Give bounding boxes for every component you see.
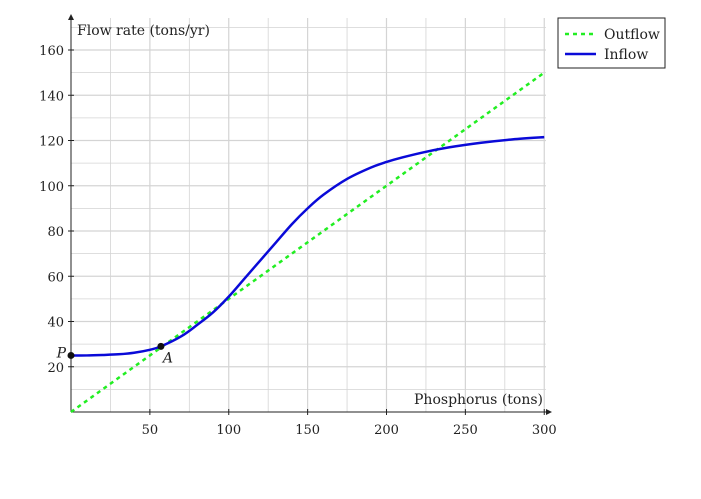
x-axis-arrow <box>546 409 552 415</box>
point-p <box>67 351 75 359</box>
y-tick-label: 60 <box>47 270 64 285</box>
x-tick-label: 200 <box>374 423 399 438</box>
point-a <box>157 342 165 350</box>
ticks <box>68 49 545 415</box>
point-label-p: P <box>56 345 67 361</box>
y-tick-label: 160 <box>39 44 64 59</box>
x-tick-label: 100 <box>216 423 241 438</box>
y-tick-label: 20 <box>47 361 64 376</box>
legend-box <box>557 17 666 69</box>
y-axis-arrow <box>68 14 74 20</box>
grid <box>71 18 546 412</box>
x-tick-label: 150 <box>295 423 320 438</box>
y-tick-label: 120 <box>39 135 64 150</box>
y-tick-label: 80 <box>47 225 64 240</box>
legend-inflow-label: Inflow <box>604 47 648 63</box>
axes <box>68 14 552 415</box>
x-tick-label: 300 <box>532 423 557 438</box>
x-axis-label: Phosphorus (tons) <box>414 392 543 408</box>
y-axis-label: Flow rate (tons/yr) <box>77 23 210 39</box>
series-line-outflow <box>70 71 545 414</box>
x-tick-label: 250 <box>453 423 478 438</box>
x-tick-label: 50 <box>142 423 159 438</box>
y-tick-label: 140 <box>39 89 64 104</box>
y-tick-label: 40 <box>47 316 64 331</box>
series-line-inflow <box>70 135 545 357</box>
legend-outflow-label: Outflow <box>604 27 660 43</box>
series-group <box>70 71 545 414</box>
y-tick-label: 100 <box>39 180 64 195</box>
tick-labels: 50 100 150 200 250 300 20 40 60 80 100 120 140 160 <box>39 44 556 438</box>
legend: Outflow Inflow <box>557 17 666 69</box>
point-label-a: A <box>161 350 173 366</box>
